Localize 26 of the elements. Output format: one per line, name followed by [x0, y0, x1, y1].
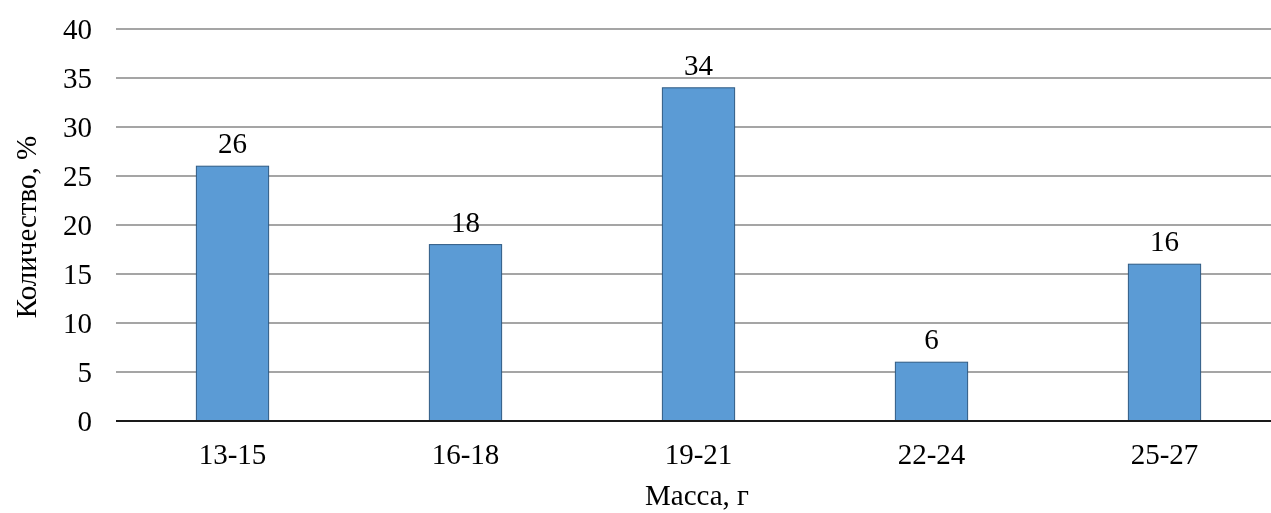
x-axis-title: Масса, г: [644, 479, 750, 511]
y-tick-label: 5: [77, 356, 92, 389]
data-label: 18: [451, 205, 480, 238]
bar: [661, 87, 736, 422]
x-tick-label: 25-27: [1130, 438, 1199, 470]
x-tick-label: 13-15: [198, 438, 267, 470]
bar: [428, 244, 503, 422]
x-tick-label: 19-21: [664, 438, 733, 470]
y-tick-label: 10: [63, 307, 92, 340]
x-tick-label: 16-18: [431, 438, 500, 470]
data-label: 6: [924, 323, 939, 356]
x-tick-label: 22-24: [897, 438, 966, 470]
y-tick-label: 20: [63, 209, 92, 242]
bar: [894, 361, 969, 422]
bar: [195, 165, 270, 422]
bar: [1127, 263, 1202, 422]
y-tick-label: 0: [77, 405, 92, 438]
data-label: 34: [684, 48, 714, 81]
y-tick-label: 15: [63, 258, 92, 291]
y-axis-title: Количество, %: [10, 135, 42, 319]
y-tick-label: 25: [63, 160, 92, 193]
data-label: 16: [1150, 225, 1179, 258]
data-label: 26: [218, 127, 247, 160]
y-tick-label: 40: [63, 13, 92, 46]
y-tick-label: 35: [63, 62, 92, 95]
y-tick-label: 30: [63, 111, 92, 144]
